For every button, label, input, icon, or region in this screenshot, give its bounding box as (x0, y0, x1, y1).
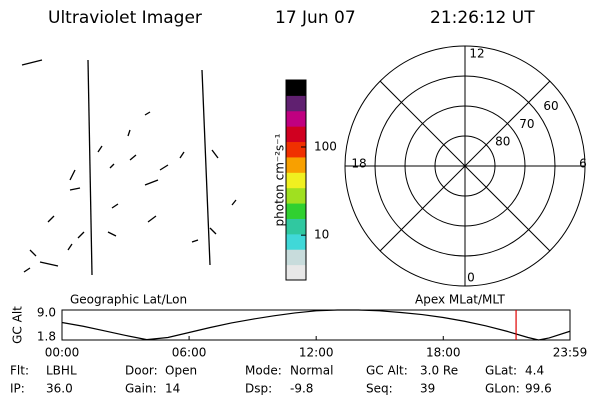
info-value: 4.4 (525, 364, 544, 378)
color-step (286, 110, 306, 127)
colorbar-label: photon cm⁻²s⁻¹ (273, 133, 287, 226)
x-tick-label: 18:00 (426, 346, 461, 360)
color-step (286, 187, 306, 204)
x-tick-label: 23:59 (553, 346, 588, 360)
info-value: Open (165, 364, 197, 378)
info-label: Gain: (125, 382, 157, 396)
x-tick-label: 00:00 (45, 346, 80, 360)
info-label: Mode: (245, 364, 282, 378)
color-step (286, 203, 306, 219)
plot-frame (61, 309, 571, 341)
tick-label: 10 (314, 228, 329, 242)
color-step (286, 218, 306, 235)
info-value: 39 (420, 382, 435, 396)
info-label: Flt: (10, 364, 29, 378)
color-step (286, 172, 306, 189)
y-axis-label: GC Alt (11, 306, 25, 344)
y-tick-label: 1.8 (37, 330, 56, 344)
info-value: Normal (290, 364, 333, 378)
info-value: 3.0 Re (420, 364, 458, 378)
info-value: 36.0 (46, 382, 73, 396)
geo-grid (21, 59, 237, 276)
info-value: -9.8 (290, 382, 313, 396)
lat-label: 80 (495, 135, 510, 149)
mlt-label: 6 (579, 157, 587, 171)
map-label: Geographic Lat/Lon (70, 293, 187, 307)
info-label: Seq: (366, 382, 393, 396)
map-label: Apex MLat/MLT (415, 293, 505, 307)
lat-label: 60 (543, 99, 558, 113)
info-label: GC Alt: (366, 364, 408, 378)
info-label: Dsp: (245, 382, 272, 396)
info-label: Door: (125, 364, 158, 378)
date: 17 Jun 07 (275, 8, 356, 28)
altitude-line (61, 309, 571, 341)
x-tick-label: 12:00 (299, 346, 334, 360)
tick-label: 100 (314, 139, 337, 153)
color-step (286, 264, 306, 281)
info-value: 99.6 (525, 382, 552, 396)
info-label: IP: (10, 382, 25, 396)
info-label: GLon: (485, 382, 520, 396)
color-step (286, 80, 306, 96)
color-step (286, 249, 306, 266)
color-step (286, 233, 306, 250)
x-tick-label: 06:00 (172, 346, 207, 360)
polar-grid (344, 45, 586, 287)
info-label: GLat: (485, 364, 517, 378)
mlt-label: 12 (469, 47, 484, 61)
info-value: 14 (165, 382, 180, 396)
color-step (286, 95, 306, 112)
colorbar-frame (285, 79, 307, 281)
color-step (286, 141, 306, 158)
color-step (286, 156, 306, 173)
color-step (286, 126, 306, 143)
instrument: Ultraviolet Imager (48, 8, 202, 28)
mlt-label: 0 (467, 271, 475, 285)
spoke (379, 80, 551, 252)
lat-label: 70 (519, 117, 534, 131)
y-tick-label: 9.0 (37, 306, 56, 320)
time: 21:26:12 UT (430, 8, 535, 28)
mlt-label: 18 (351, 157, 366, 171)
info-value: LBHL (46, 364, 77, 378)
